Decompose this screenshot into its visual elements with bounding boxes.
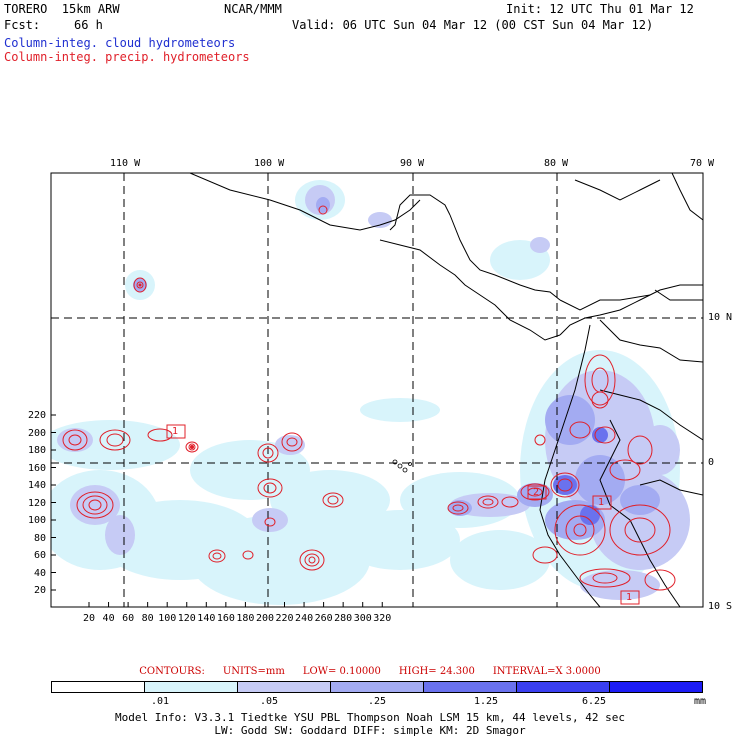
cloud-field-title: Column-integ. cloud hydrometeors (4, 36, 236, 50)
x-tick-label: 240 (295, 613, 314, 624)
init-time: Init: 12 UTC Thu 01 Mar 12 (506, 2, 694, 16)
legend-swatch (517, 682, 610, 692)
legend-unit: mm (693, 696, 707, 707)
box-label: 1 (172, 426, 179, 437)
x-tick-label: 40 (102, 613, 115, 624)
x-tick-label: 220 (275, 613, 294, 624)
legend-label: .25 (367, 696, 387, 707)
color-legend (51, 681, 703, 693)
contour-info: CONTOURS: UNITS=mm LOW= 0.10000 HIGH= 24.30… (0, 666, 740, 677)
x-tick-label: 260 (314, 613, 333, 624)
legend-swatch (145, 682, 238, 692)
galapagos-islands (392, 459, 412, 473)
x-tick-label: 200 (255, 613, 274, 624)
box-label: 1 (626, 592, 633, 603)
precip-contours (62, 205, 676, 591)
lon-label: 70 W (690, 158, 715, 169)
forecast-label: Fcst: (4, 18, 41, 32)
x-tick-label: 180 (236, 613, 255, 624)
lon-label: 80 W (544, 158, 569, 169)
x-tick-label: 120 (177, 613, 196, 624)
y-tick-label: 180 (28, 445, 47, 456)
model-info: Model Info: V3.3.1 Tiedtke YSU PBL Thomp… (115, 711, 625, 724)
y-tick-label: 60 (34, 550, 47, 561)
legend-label: 6.25 (581, 696, 607, 707)
y-tick-label: 20 (34, 585, 47, 596)
x-tick-label: 60 (122, 613, 135, 624)
contour-low: LOW= 0.10000 (302, 666, 381, 677)
x-tick-label: 20 (83, 613, 96, 624)
x-tick-label: 320 (373, 613, 392, 624)
y-tick-label: 140 (28, 480, 47, 491)
y-tick-label: 160 (28, 462, 47, 474)
x-tick-label: 100 (158, 613, 177, 624)
y-tick-label: 100 (28, 515, 47, 526)
lat-label: 10 N (708, 312, 733, 323)
box-label: 1 (598, 497, 605, 508)
x-tick-label: 160 (216, 613, 235, 624)
x-tick-label: 140 (197, 613, 216, 624)
lat-lon-grid (51, 173, 703, 607)
lon-label: 100 W (254, 158, 285, 169)
contour-interval: INTERVAL=X 3.0000 (492, 666, 601, 677)
x-tick-label: 80 (141, 613, 154, 624)
contour-high: HIGH= 24.300 (398, 666, 475, 677)
contour-title: CONTOURS: (139, 666, 205, 677)
organization: NCAR/MMM (224, 2, 282, 16)
coastlines (189, 173, 703, 607)
model-name: TORERO 15km ARW (4, 2, 120, 16)
y-tick-label: 200 (28, 427, 47, 439)
lat-label: 0 (708, 457, 715, 468)
y-tick-label: 80 (34, 532, 47, 544)
legend-swatch (610, 682, 702, 692)
cloud-shading (51, 180, 690, 605)
legend-swatch (424, 682, 517, 692)
legend-swatch (52, 682, 145, 692)
lon-label: 110 W (110, 158, 141, 169)
physics-info: LW: Godd SW: Goddard DIFF: simple KM: 2D… (214, 724, 526, 737)
legend-swatch (238, 682, 331, 692)
legend-swatch (331, 682, 424, 692)
box-label: 2 (533, 487, 540, 498)
lon-label: 90 W (400, 158, 425, 169)
legend-label: 1.25 (473, 696, 499, 707)
forecast-hour: 66 h (74, 18, 103, 32)
max-boxes (166, 424, 640, 605)
precip-field-title: Column-integ. precip. hydrometeors (4, 50, 250, 64)
y-tick-label: 40 (34, 567, 47, 579)
y-tick-label: 220 (28, 410, 47, 421)
contour-units: UNITS=mm (222, 666, 285, 677)
y-tick-label: 120 (28, 497, 47, 509)
valid-time: Valid: 06 UTC Sun 04 Mar 12 (00 CST Sun … (292, 18, 654, 32)
x-tick-label: 280 (334, 613, 353, 624)
lat-label: 10 S (708, 601, 733, 612)
legend-label: .01 (150, 696, 170, 707)
x-tick-label: 300 (353, 613, 372, 624)
precip-cores (138, 283, 194, 449)
legend-label: .05 (259, 696, 279, 707)
